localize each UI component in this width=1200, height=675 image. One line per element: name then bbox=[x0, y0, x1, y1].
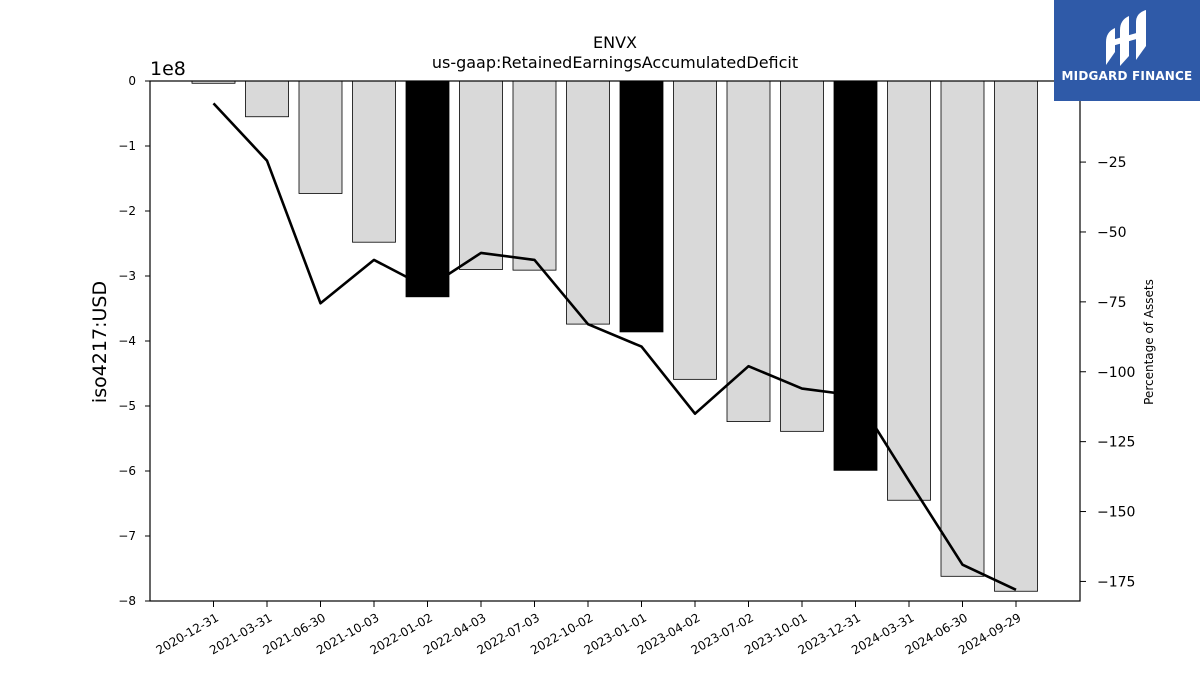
y2-tick-label: −50 bbox=[1097, 225, 1127, 241]
y2-tick-label: −25 bbox=[1097, 155, 1127, 171]
y-tick-label: 0 bbox=[128, 74, 136, 88]
y-tick-label: −2 bbox=[118, 204, 136, 218]
bar-2024-09-29 bbox=[994, 80, 1038, 592]
y-tick-label: −3 bbox=[118, 269, 136, 283]
bar-2021-03-31 bbox=[245, 80, 289, 118]
bar-2022-01-02 bbox=[405, 80, 450, 298]
bar-2023-07-02 bbox=[726, 80, 771, 423]
bar-2024-03-31 bbox=[887, 80, 931, 501]
y-tick-label: −4 bbox=[118, 334, 136, 348]
midgard-logo: MIDGARD FINANCE bbox=[1054, 0, 1200, 101]
x-axis-ticks: 2020-12-312021-03-312021-06-302021-10-03… bbox=[154, 601, 1024, 657]
bar-2023-01-01 bbox=[619, 80, 664, 333]
bar-2023-12-31 bbox=[833, 80, 878, 471]
bar-2022-10-02 bbox=[566, 80, 610, 325]
bar-2022-07-03 bbox=[512, 80, 557, 271]
bar-2024-06-30 bbox=[940, 80, 985, 577]
y-tick-label: −7 bbox=[118, 529, 136, 543]
y2-tick-label: −100 bbox=[1097, 365, 1135, 381]
y2-tick-label: −125 bbox=[1097, 435, 1135, 451]
bars bbox=[191, 80, 1038, 592]
chart-title: ENVX bbox=[593, 33, 637, 52]
midgard-logo-icon bbox=[1106, 10, 1146, 66]
y2-axis-label: Percentage of Assets bbox=[1142, 279, 1156, 405]
y2-tick-label: −75 bbox=[1097, 295, 1127, 311]
bar-2023-04-02 bbox=[673, 80, 717, 380]
bar-2022-04-03 bbox=[459, 80, 503, 270]
bar-2021-10-03 bbox=[352, 80, 396, 243]
chart-subtitle: us-gaap:RetainedEarningsAccumulatedDefic… bbox=[432, 53, 798, 72]
bar-2021-06-30 bbox=[298, 80, 343, 194]
y-tick-label: −8 bbox=[118, 594, 136, 608]
line-series bbox=[212, 102, 1017, 591]
y-tick-label: −1 bbox=[118, 139, 136, 153]
y-offset-label: 1e8 bbox=[150, 58, 186, 80]
plot-frame bbox=[149, 80, 1081, 602]
y-axis-label: iso4217:USD bbox=[89, 281, 111, 403]
y-tick-label: −6 bbox=[118, 464, 136, 478]
bar-2023-10-01 bbox=[780, 80, 824, 432]
logo-text: MIDGARD FINANCE bbox=[1061, 69, 1193, 83]
y2-tick-label: −175 bbox=[1097, 574, 1135, 590]
y2-axis-ticks: −25 −50 −75 −100 −125 −150 −175 bbox=[1080, 155, 1135, 590]
y-tick-label: −5 bbox=[118, 399, 136, 413]
y-axis-ticks: 0 −1 −2 −3 −4 −5 −6 −7 −8 bbox=[118, 74, 150, 608]
percentage-line bbox=[212, 102, 1017, 591]
y2-tick-label: −150 bbox=[1097, 505, 1135, 521]
